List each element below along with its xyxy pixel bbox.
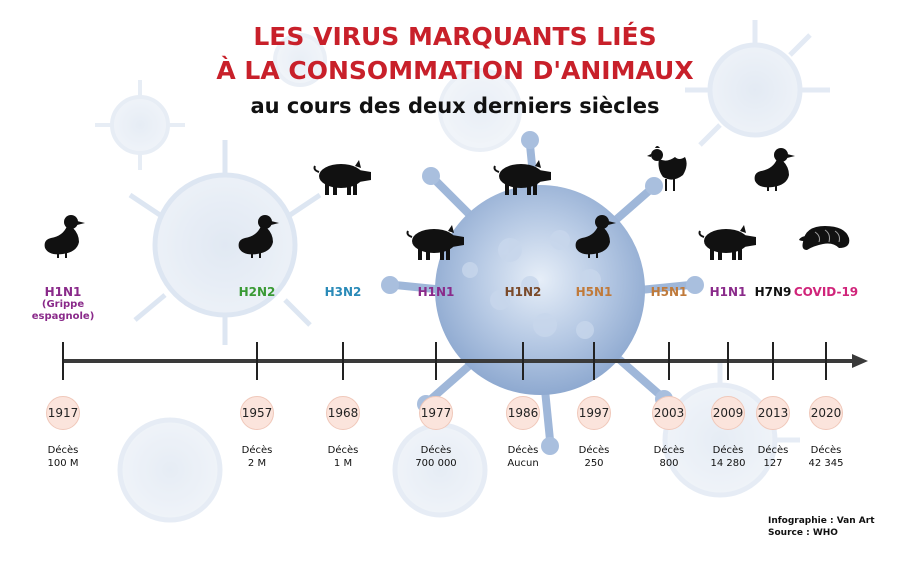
strain-name: H5N1 (575, 285, 613, 299)
year-badge: 1957 (240, 396, 274, 430)
deaths-info: Décès Aucun (483, 444, 563, 470)
pig-icon (406, 225, 466, 265)
deaths-label: Décès (47, 445, 79, 456)
deaths-label: Décès (420, 445, 452, 456)
strain-label: H1N1 (391, 285, 481, 299)
duck-icon (235, 212, 279, 262)
deaths-value: 100 M (47, 458, 79, 469)
year-badge: 1986 (506, 396, 540, 430)
duck-icon (41, 212, 85, 262)
strain-name: H5N1 (650, 285, 688, 299)
strain-name: H1N1 (709, 285, 747, 299)
deaths-info: Décès 800 (629, 444, 709, 470)
duck-icon (751, 145, 795, 195)
deaths-label: Décès (653, 445, 685, 456)
year-badge: 1968 (326, 396, 360, 430)
deaths-info: Décès 42 345 (786, 444, 866, 470)
strain-note: (Grippe espagnole) (31, 299, 95, 322)
strain-label: H1N2 (478, 285, 568, 299)
strain-name: H3N2 (324, 285, 362, 299)
deaths-label: Décès (810, 445, 842, 456)
pangolin-icon (799, 222, 853, 256)
deaths-value: Aucun (507, 458, 539, 469)
strain-name: COVID-19 (793, 285, 859, 299)
deaths-value: 127 (763, 458, 783, 469)
strain-label: H2N2 (212, 285, 302, 299)
pig-icon (493, 160, 553, 200)
deaths-value: 2 M (247, 458, 267, 469)
title-line-2: À LA CONSOMMATION D'ANIMAUX (216, 56, 694, 85)
year-badge: 1997 (577, 396, 611, 430)
year-badge: 2009 (711, 396, 745, 430)
deaths-label: Décès (757, 445, 789, 456)
year-badge: 2013 (756, 396, 790, 430)
deaths-info: Décès 2 M (217, 444, 297, 470)
strain-label: H1N1 (683, 285, 773, 299)
deaths-info: Décès 250 (554, 444, 634, 470)
year-badge: 2020 (809, 396, 843, 430)
title-line-1: LES VIRUS MARQUANTS LIÉS (253, 22, 657, 51)
deaths-info: Décès 127 (733, 444, 813, 470)
deaths-label: Décès (327, 445, 359, 456)
strain-label: H7N9 (728, 285, 818, 299)
year-badge: 1977 (419, 396, 453, 430)
deaths-info: Décès 700 000 (396, 444, 476, 470)
year-badge: 1917 (46, 396, 80, 430)
credits: Infographie : Van Art Source : WHO (768, 515, 875, 539)
strain-label: H1N1 (Grippe espagnole) (18, 285, 108, 323)
strain-name: H1N1 (417, 285, 455, 299)
strain-label: H3N2 (298, 285, 388, 299)
chicken-icon (647, 145, 689, 197)
deaths-label: Décès (507, 445, 539, 456)
strain-label: COVID-19 (781, 285, 871, 299)
credit-source: Source : WHO (768, 528, 838, 538)
subtitle: au cours des deux derniers siècles (250, 94, 660, 118)
strain-name: H1N2 (504, 285, 542, 299)
strain-label: H5N1 (549, 285, 639, 299)
strain-name: H7N9 (754, 285, 792, 299)
strain-label: H5N1 (624, 285, 714, 299)
deaths-value: 1 M (333, 458, 353, 469)
deaths-label: Décès (241, 445, 273, 456)
year-badge: 2003 (652, 396, 686, 430)
deaths-label: Décès (712, 445, 744, 456)
deaths-value: 250 (584, 458, 604, 469)
pig-icon (698, 225, 758, 265)
deaths-value: 42 345 (808, 458, 844, 469)
deaths-info: Décès 100 M (23, 444, 103, 470)
deaths-info: Décès 1 M (303, 444, 383, 470)
duck-icon (572, 212, 616, 262)
deaths-info: Décès 14 280 (688, 444, 768, 470)
pig-icon (313, 160, 373, 200)
strain-name: H1N1 (44, 285, 82, 299)
deaths-value: 14 280 (710, 458, 746, 469)
credit-infographie: Infographie : Van Art (768, 516, 875, 526)
deaths-value: 800 (659, 458, 679, 469)
deaths-value: 700 000 (415, 458, 457, 469)
strain-name: H2N2 (238, 285, 276, 299)
deaths-label: Décès (578, 445, 610, 456)
